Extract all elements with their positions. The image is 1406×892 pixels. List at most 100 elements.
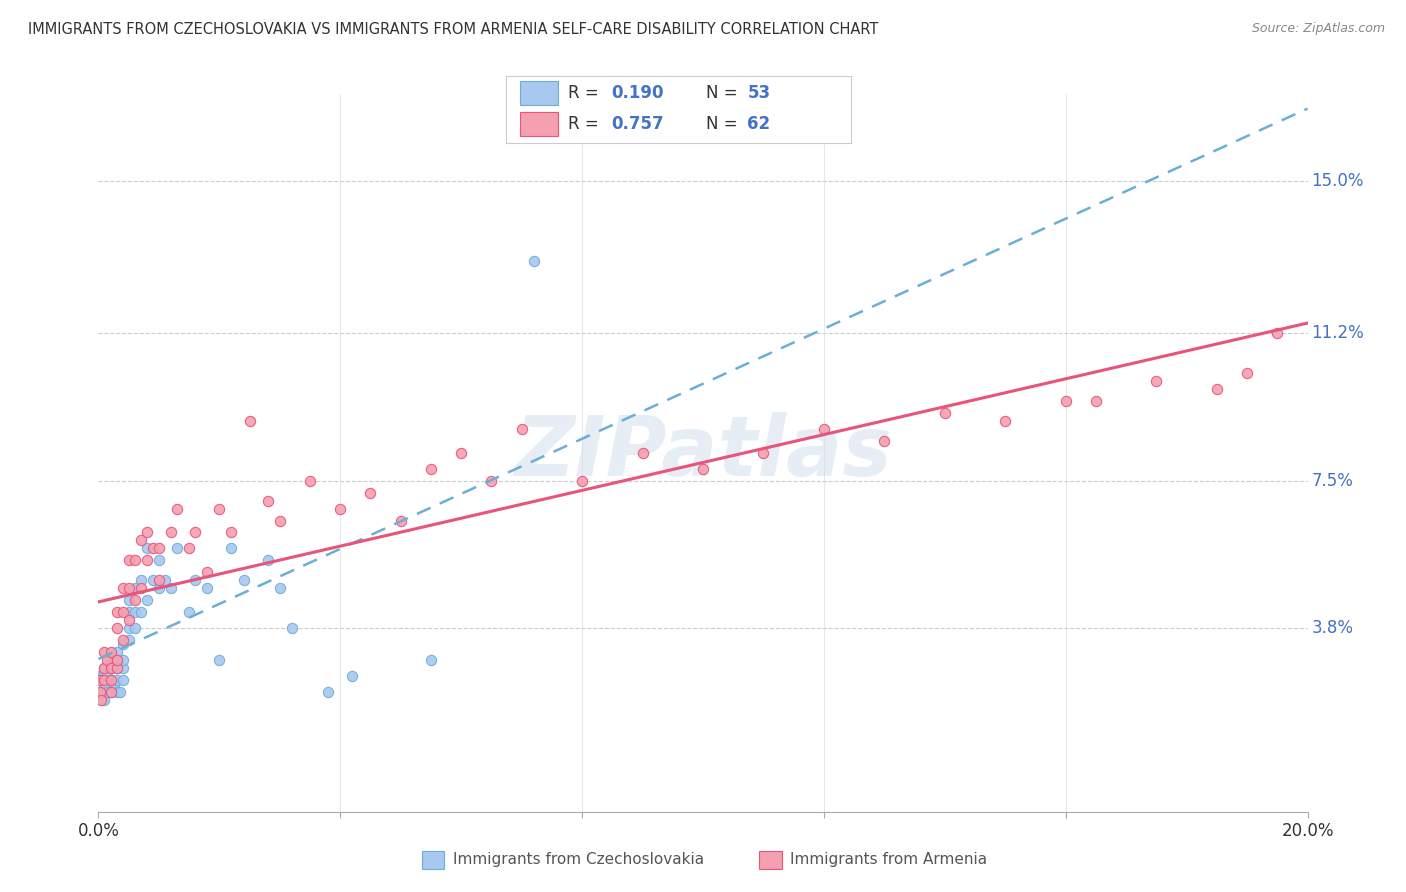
Text: 53: 53 [748, 84, 770, 102]
Point [93, 645, 115, 659]
Point [90, 693, 112, 707]
Point [239, 414, 262, 428]
Point [103, 677, 125, 691]
Point [135, 553, 157, 567]
Text: 62: 62 [748, 115, 770, 133]
Point [118, 593, 141, 607]
Point [256, 493, 278, 508]
Point [813, 422, 835, 436]
Text: N =: N = [706, 115, 742, 133]
Point [179, 541, 201, 556]
Point [510, 422, 533, 436]
Point [692, 461, 714, 475]
Point [118, 553, 141, 567]
Point [89, 673, 111, 687]
Text: Immigrants from Armenia: Immigrants from Armenia [790, 853, 987, 867]
Point [1054, 393, 1077, 408]
Point [873, 434, 896, 448]
Point [148, 582, 170, 596]
Point [129, 605, 152, 619]
Text: Source: ZipAtlas.com: Source: ZipAtlas.com [1251, 22, 1385, 36]
Point [105, 661, 128, 675]
Point [90, 685, 112, 699]
Point [118, 605, 141, 619]
Point [105, 621, 128, 635]
Text: 11.2%: 11.2% [1312, 324, 1364, 342]
Point [221, 525, 243, 540]
Point [316, 685, 339, 699]
Point [256, 553, 278, 567]
Point [481, 474, 503, 488]
Point [752, 445, 775, 460]
Point [100, 661, 122, 675]
Point [299, 474, 322, 488]
Point [166, 501, 188, 516]
Point [89, 685, 111, 699]
Point [124, 553, 146, 567]
Point [523, 254, 546, 268]
Text: Immigrants from Czechoslovakia: Immigrants from Czechoslovakia [453, 853, 704, 867]
Point [118, 582, 141, 596]
Point [100, 685, 122, 699]
Point [105, 685, 128, 699]
Point [420, 461, 443, 475]
Point [100, 673, 122, 687]
Point [89, 669, 111, 683]
Point [1267, 326, 1289, 340]
Point [450, 445, 472, 460]
Point [195, 566, 218, 580]
Point [148, 553, 170, 567]
Point [631, 445, 654, 460]
Point [111, 582, 134, 596]
Point [105, 661, 128, 675]
Point [105, 653, 128, 667]
Point [108, 685, 131, 699]
Point [420, 653, 443, 667]
Point [1144, 374, 1167, 388]
Point [129, 582, 152, 596]
Point [96, 669, 118, 683]
Point [208, 653, 231, 667]
Point [129, 574, 152, 588]
Point [124, 582, 146, 596]
Point [179, 605, 201, 619]
Text: N =: N = [706, 84, 742, 102]
Text: 7.5%: 7.5% [1312, 472, 1353, 490]
Point [153, 574, 176, 588]
Point [118, 621, 141, 635]
Point [221, 541, 243, 556]
Point [124, 621, 146, 635]
Point [118, 633, 141, 648]
Point [105, 605, 128, 619]
Point [100, 661, 122, 675]
Point [91, 669, 114, 683]
Point [135, 525, 157, 540]
Point [184, 574, 207, 588]
Point [1206, 382, 1229, 396]
FancyBboxPatch shape [520, 112, 558, 136]
Point [329, 501, 352, 516]
FancyBboxPatch shape [520, 81, 558, 105]
Point [111, 673, 134, 687]
Point [135, 593, 157, 607]
Text: R =: R = [568, 84, 605, 102]
Point [100, 673, 122, 687]
Point [281, 621, 304, 635]
Point [96, 685, 118, 699]
Text: R =: R = [568, 115, 605, 133]
Point [342, 669, 364, 683]
Point [1236, 366, 1258, 380]
Point [100, 645, 122, 659]
Text: ZIPatlas: ZIPatlas [515, 412, 891, 493]
Point [142, 574, 165, 588]
Point [232, 574, 254, 588]
Text: 15.0%: 15.0% [1312, 172, 1364, 190]
Point [93, 661, 115, 675]
Point [105, 653, 128, 667]
Point [105, 673, 128, 687]
Point [100, 653, 122, 667]
Point [111, 637, 134, 651]
Text: 3.8%: 3.8% [1312, 619, 1353, 637]
Point [166, 541, 188, 556]
Point [269, 514, 291, 528]
